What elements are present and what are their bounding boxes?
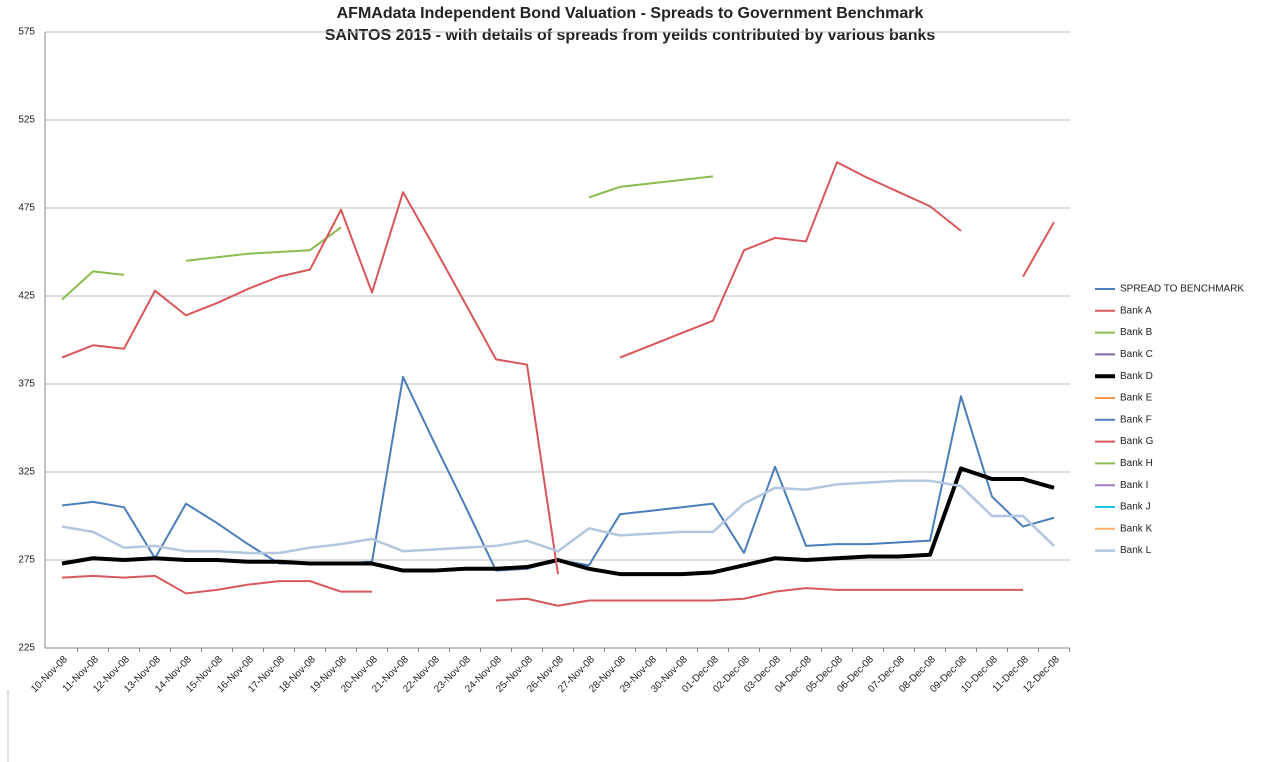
legend-label: Bank J (1120, 502, 1151, 513)
legend-label: Bank A (1120, 305, 1152, 316)
y-tick-label: 575 (18, 27, 35, 38)
y-tick-label: 325 (18, 467, 35, 478)
y-tick-label: 475 (18, 203, 35, 214)
y-tick-label: 375 (18, 379, 35, 390)
chart-title: AFMAdata Independent Bond Valuation - Sp… (337, 5, 924, 22)
series-line (61, 574, 1023, 607)
legend-label: Bank H (1120, 458, 1153, 469)
legend-label: Bank D (1120, 371, 1153, 382)
legend-label: Bank E (1120, 393, 1153, 404)
series-line (61, 375, 1055, 572)
legend-label: Bank B (1120, 327, 1153, 338)
legend-label: SPREAD TO BENCHMARK (1120, 284, 1244, 295)
legend-label: Bank G (1120, 436, 1154, 447)
series-line (61, 479, 1055, 555)
legend-label: Bank F (1120, 414, 1152, 425)
legend-label: Bank K (1120, 523, 1153, 534)
legend-label: Bank I (1120, 480, 1148, 491)
y-tick-label: 225 (18, 643, 35, 654)
legend-label: Bank L (1120, 545, 1152, 556)
y-tick-label: 425 (18, 291, 35, 302)
series-line (61, 466, 1055, 577)
series-line (61, 175, 714, 301)
y-tick-label: 275 (18, 555, 35, 566)
chart-subtitle: SANTOS 2015 - with details of spreads fr… (325, 27, 936, 44)
series-line (61, 161, 1055, 575)
legend-label: Bank C (1120, 349, 1153, 360)
y-tick-label: 525 (18, 115, 35, 126)
